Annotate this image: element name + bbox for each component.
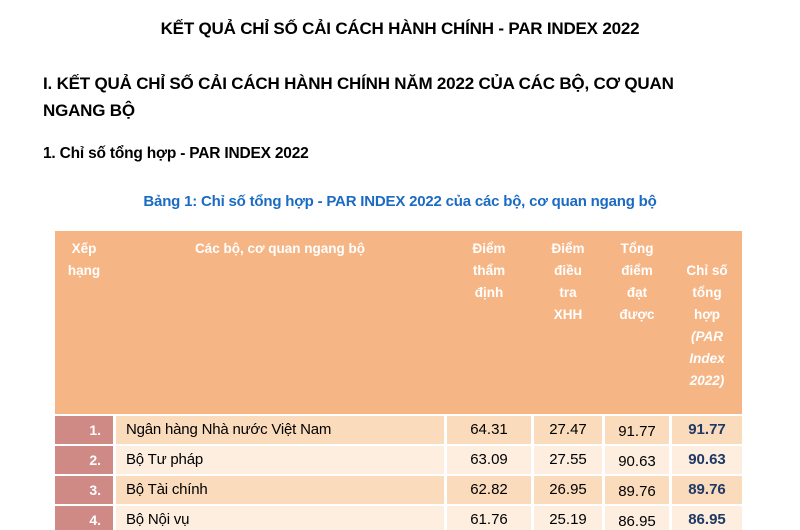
assessment-score-cell: 62.82 [447, 476, 531, 504]
assessment-score-cell: 64.31 [447, 416, 531, 444]
total-score-cell: 89.76 [605, 476, 669, 504]
column-header-assessment-score: Điểm thẩm định [472, 241, 506, 300]
rank-cell: 3. [55, 476, 113, 504]
composite-index-cell: 86.95 [672, 506, 742, 530]
assessment-score-cell: 63.09 [447, 446, 531, 474]
column-header-ministry: Các bộ, cơ quan ngang bộ [194, 241, 366, 256]
total-score-cell: 86.95 [605, 506, 669, 530]
par-index-table: Xếp hạng Các bộ, cơ quan ngang bộ Điểm t… [55, 231, 742, 530]
assessment-score-cell: 61.76 [447, 506, 531, 530]
rank-cell: 2. [55, 446, 113, 474]
column-header-composite-index: Chỉ số tổng hợp (PAR Index 2022) [672, 231, 742, 414]
subsection-heading: 1. Chỉ số tổng hợp - PAR INDEX 2022 [43, 145, 309, 162]
total-score-cell: 91.77 [605, 416, 669, 444]
column-header-rank: Xếp hạng [67, 241, 101, 278]
table-caption: Bảng 1: Chỉ số tổng hợp - PAR INDEX 2022… [143, 193, 657, 210]
composite-index-label: Chỉ số tổng hợp [686, 263, 728, 322]
ministry-name-cell: Bộ Tư pháp [116, 446, 444, 474]
composite-index-cell: 90.63 [672, 446, 742, 474]
rank-cell: 4. [55, 506, 113, 530]
table-header-row: Xếp hạng Các bộ, cơ quan ngang bộ Điểm t… [55, 231, 742, 414]
composite-index-cell: 89.76 [672, 476, 742, 504]
survey-score-cell: 27.55 [534, 446, 602, 474]
column-header-total-score: Tổng điểm đạt được [619, 241, 655, 322]
composite-index-sublabel: (PAR Index 2022) [689, 329, 725, 388]
survey-score-cell: 27.47 [534, 416, 602, 444]
total-score-cell: 90.63 [605, 446, 669, 474]
ministry-name-cell: Bộ Nội vụ [116, 506, 444, 530]
section-heading: I. KẾT QUẢ CHỈ SỐ CẢI CÁCH HÀNH CHÍNH NĂ… [43, 74, 674, 120]
ministry-name-cell: Ngân hàng Nhà nước Việt Nam [116, 416, 444, 444]
composite-index-cell: 91.77 [672, 416, 742, 444]
rank-cell: 1. [55, 416, 113, 444]
column-header-survey-score: Điểm điều tra XHH [551, 241, 585, 322]
survey-score-cell: 26.95 [534, 476, 602, 504]
survey-score-cell: 25.19 [534, 506, 602, 530]
ministry-name-cell: Bộ Tài chính [116, 476, 444, 504]
document-title: KẾT QUẢ CHỈ SỐ CẢI CÁCH HÀNH CHÍNH - PAR… [160, 19, 640, 38]
table-body: 1. Ngân hàng Nhà nước Việt Nam 64.31 27.… [55, 416, 742, 530]
